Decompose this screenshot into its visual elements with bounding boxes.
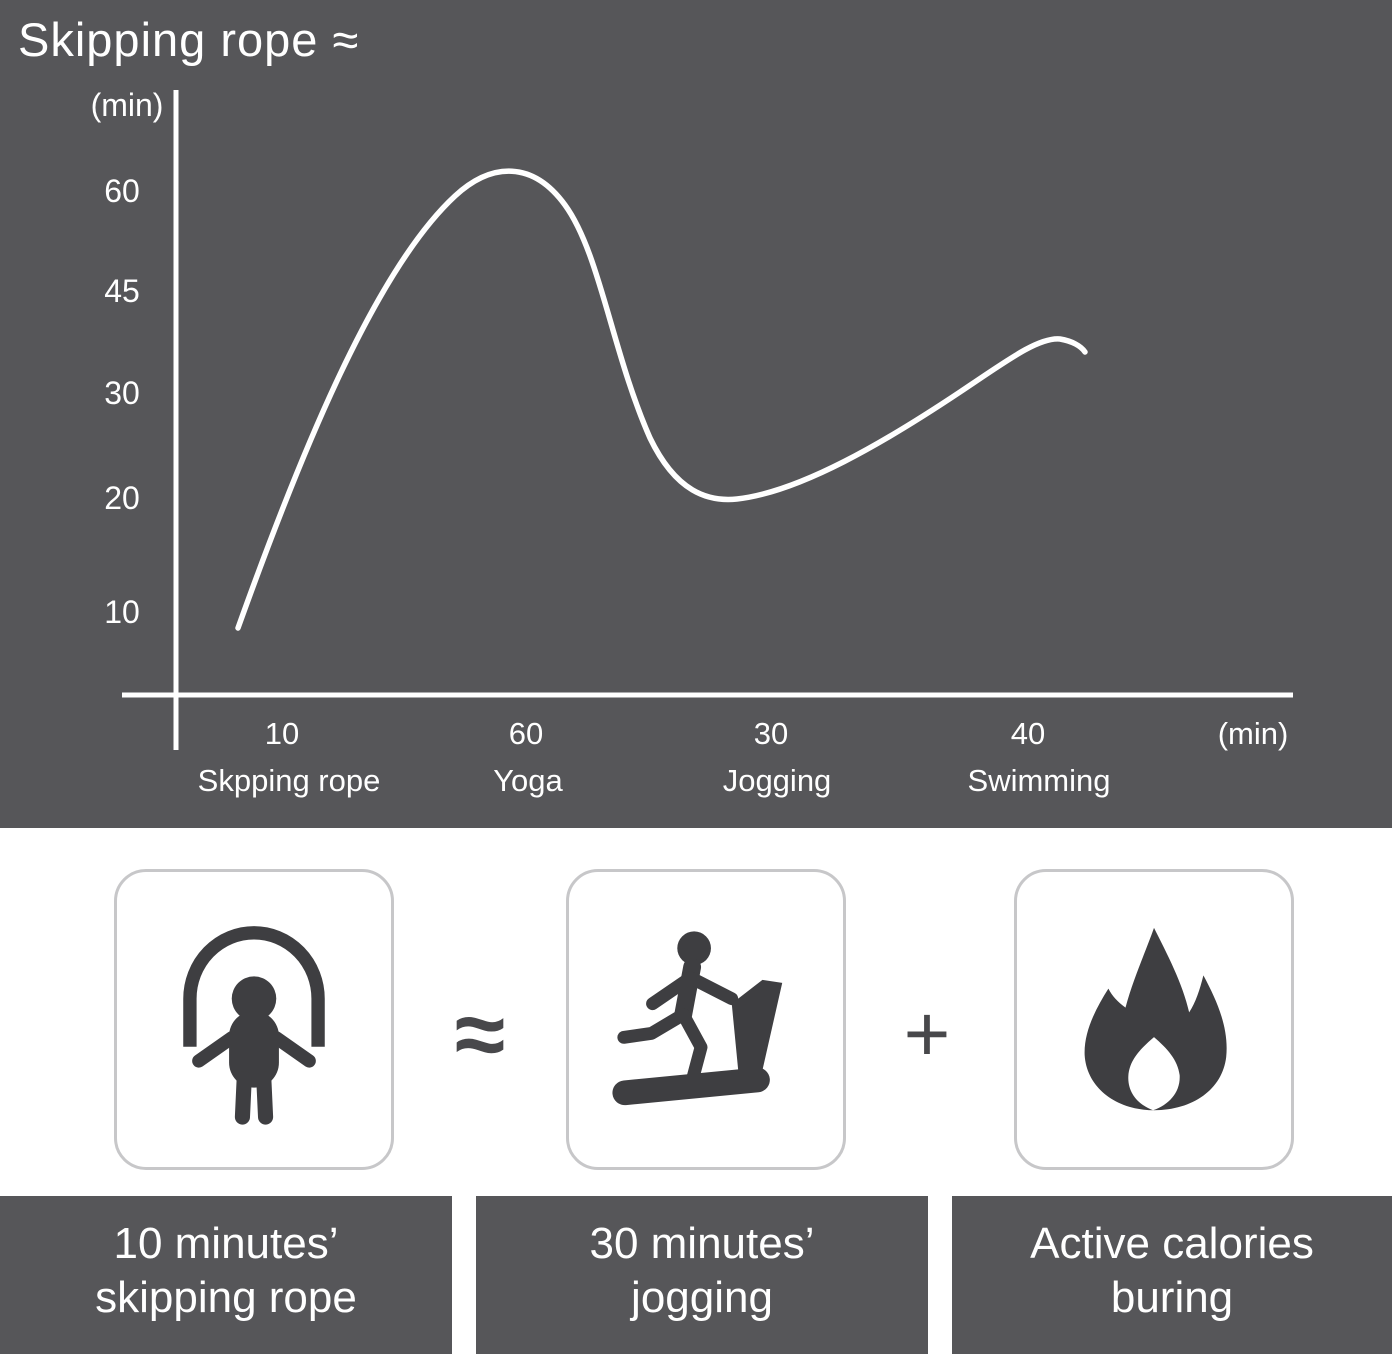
y-tick-45: 45 (104, 273, 140, 309)
x-axis-unit: (min) (1217, 716, 1289, 751)
x-category-swimming: Swimming (967, 763, 1111, 798)
caption-line2: jogging (631, 1273, 773, 1322)
y-tick-20: 20 (104, 480, 140, 516)
x-category-yoga: Yoga (493, 763, 563, 798)
captions-row: 10 minutes’ skipping rope 30 minutes’ jo… (0, 1196, 1392, 1354)
plus-symbol: + (903, 989, 951, 1078)
x-tick-value-skipping: 10 (264, 716, 300, 751)
caption-jogging: 30 minutes’ jogging (476, 1196, 928, 1354)
caption-line2: buring (1110, 1273, 1234, 1322)
y-tick-30: 30 (104, 375, 140, 411)
caption-line1: 10 minutes’ (113, 1219, 339, 1268)
caption-line1: Active calories (1030, 1219, 1314, 1268)
x-tick-value-jogging: 30 (753, 716, 789, 751)
x-category-skipping: Skpping rope (197, 763, 381, 798)
active-calories-card (1014, 869, 1294, 1170)
chart-panel: Skipping rope ≈ (min) 60 45 30 20 10 10 … (0, 0, 1392, 828)
x-tick-value-swimming: 40 (1010, 716, 1046, 751)
x-tick-value-yoga: 60 (508, 716, 544, 751)
treadmill-jogging-card (566, 869, 846, 1170)
line-chart (122, 90, 1293, 750)
chart-curve (235, 168, 1088, 631)
x-category-jogging: Jogging (722, 763, 832, 798)
caption-line1: 30 minutes’ (589, 1219, 815, 1268)
skipping-rope-icon (183, 925, 325, 1125)
caption-active-calories: Active calories buring (952, 1196, 1392, 1354)
flame-icon (1084, 927, 1227, 1110)
equation-row: ≈ + (0, 828, 1392, 1196)
y-axis-unit: (min) (90, 87, 164, 123)
chart-title: Skipping rope ≈ (18, 13, 360, 66)
caption-skipping-rope: 10 minutes’ skipping rope (0, 1196, 452, 1354)
caption-line2: skipping rope (95, 1273, 357, 1322)
approx-symbol: ≈ (454, 983, 506, 1086)
treadmill-jogging-icon (612, 931, 783, 1106)
y-tick-10: 10 (104, 594, 140, 630)
y-tick-60: 60 (104, 173, 140, 209)
skipping-rope-card (114, 869, 394, 1170)
